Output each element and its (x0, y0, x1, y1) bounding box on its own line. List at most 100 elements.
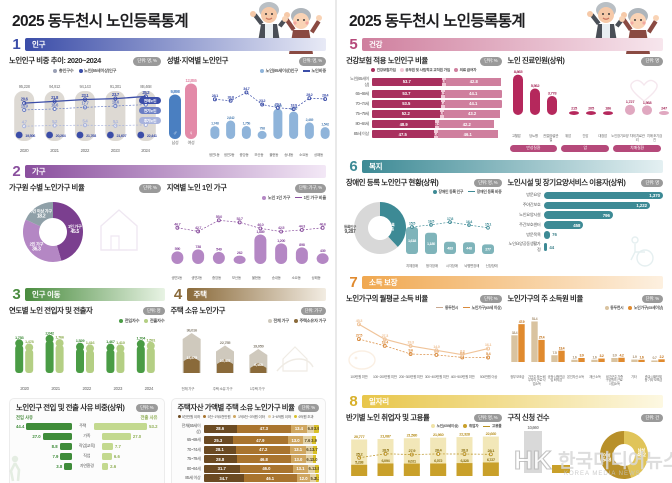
axis-tick: 200~300만원 미만 (398, 374, 423, 379)
svg-text:5.4: 5.4 (486, 351, 492, 356)
table-row: 70~74세 53.5 3.4 44.1 (346, 99, 502, 109)
section-5-health: 5 건강 건강보험 적용 노인인구 비율 단위: % 건강보험가입 공무원 및 … (346, 37, 669, 152)
page-title-left: 2025 동두천시 노인등록통계 (12, 13, 189, 30)
svg-text:9,898: 9,898 (170, 89, 180, 94)
svg-text:1,478: 1,478 (25, 339, 35, 344)
svg-text:186: 186 (605, 106, 612, 111)
section-1-label: 인구 (32, 40, 46, 50)
table-row: 65~69세 25.3 47.9 13.0 7.6 3.9 (187, 436, 317, 445)
table-row: 80~84세 31.7 46.0 13.1 6.1 3.5 (187, 464, 319, 473)
svg-text:19.4: 19.4 (382, 339, 390, 344)
axis-tick: 청각장애 (425, 263, 438, 268)
svg-text:95,228: 95,228 (19, 84, 31, 89)
page-left: 2025 동두천시 노인등록통계 1 (0, 0, 335, 483)
axis-tick: 2020 (19, 147, 29, 153)
legend-item: 5천만원 이하 (177, 415, 200, 420)
svg-text:20,264: 20,264 (56, 134, 67, 138)
svg-text:36.3: 36.3 (32, 246, 41, 252)
axis-c6a: 지체장애 청각장애 시각장애 뇌병변장애 신장장애 (346, 264, 502, 268)
chart-title-c2a: 가구원 수별 노인가구 비율 (9, 182, 85, 192)
svg-text:0.7: 0.7 (652, 356, 656, 360)
svg-text:2,042: 2,042 (45, 330, 55, 335)
svg-text:전체노인: 전체노인 (144, 98, 157, 103)
svg-text:28.4: 28.4 (322, 94, 329, 98)
unit-badge-c5a: 단위: % (480, 57, 502, 66)
svg-text:2,469: 2,469 (305, 118, 313, 122)
chart-title-c5b: 노인 진료인원(상위) (507, 56, 565, 66)
legend-employment-rate: 고용률 (483, 424, 502, 429)
panel-population-trend: 노인인구 비중 추이: 2020~2024 단위: 명, % 총인구수 노인(6… (9, 56, 161, 157)
svg-text:3인 이상 가구: 3인 이상 가구 (30, 207, 52, 214)
svg-text:전기노인: 전기노인 (144, 108, 157, 113)
chart-c8a: 20,777 5,238 21,087 6,094 21,580 6,021 21,960 6… (351, 431, 499, 477)
axis-tick: 보산동 (231, 275, 241, 280)
axis-tick: 불현동 (251, 275, 261, 280)
svg-text:13,575: 13,575 (186, 355, 198, 360)
axis-tick: 가구주 또는 배우자의 근로·사업소득 (527, 374, 546, 386)
svg-text:51.4: 51.4 (531, 317, 537, 321)
axis-tick: 2023 (110, 147, 120, 153)
table-row: 70~74세 28.1 47.2 13.1 6.1 3.7 (187, 445, 318, 454)
svg-text:1,180: 1,180 (427, 241, 435, 245)
axis-tick: 생연2동 (191, 275, 202, 280)
section-2-number: 2 (12, 162, 20, 180)
svg-text:205: 205 (588, 106, 595, 111)
section-8-number: 8 (349, 392, 357, 410)
svg-text:46.7: 46.7 (174, 222, 180, 226)
legend-total-pop: 총인구수 (53, 68, 74, 74)
axis-tick: 1주택 가구 (249, 386, 265, 391)
svg-text:1,410: 1,410 (116, 340, 126, 345)
svg-text:1,529: 1,529 (76, 338, 86, 343)
panel-monthly-income: 노인가구의 월평균 소득 비율 단위: % 동두천시 노인가구(65세 이상) … (346, 293, 502, 387)
svg-text:1,542: 1,542 (321, 123, 329, 127)
unit-badge-c3b: 단위: % (136, 403, 158, 413)
axis-tick: 치매 치료관리 (629, 133, 645, 142)
house-ghost-icon (100, 208, 138, 251)
legend-single-count: 노인 1인 가구 (262, 195, 290, 201)
svg-text:6,072: 6,072 (434, 460, 442, 464)
svg-text:18.2: 18.2 (37, 213, 46, 219)
watermark-logo: HK 한국미디어뉴스 KOREA MEDIA NEWS (513, 444, 672, 477)
axis-tick: 관절염/골관절 (543, 133, 559, 142)
hand-house-ghost-icon (275, 345, 314, 372)
section-8-label: 일자리 (369, 396, 389, 406)
axis-tick: 중앙동 (239, 152, 249, 157)
axis-tick: 생연2동 (223, 152, 235, 157)
unit-badge-c7a: 단위: % (480, 294, 502, 304)
axis-tick: 본인자산 소득 (567, 374, 584, 379)
svg-text:5.4: 5.4 (83, 118, 89, 123)
chart-title-c7a: 노인가구의 월평균 소득 비율 (346, 293, 428, 303)
axis-tick: 2023 (113, 385, 123, 391)
axis-tick: 보산동 (254, 152, 264, 157)
svg-text:91,301: 91,301 (110, 84, 122, 89)
svg-text:3,574: 3,574 (382, 227, 394, 233)
svg-text:♀: ♀ (189, 131, 193, 137)
group-badge: 암 (561, 144, 610, 152)
legend-city-source: 동두천시 (604, 305, 624, 311)
panel-population-by-gender-region: 성별·지역별 노인인구 단위: 명, % 노인(65세이상)인구 노인비중 9,… (167, 56, 330, 157)
unit-badge-c1a: 단위: 명, % (133, 57, 161, 66)
axis-c5b: 고혈압 당뇨병 관절염/골관절 위암 간암 대장암 노인장기요양 치매 치료관리 치매 조기검진 (508, 133, 664, 143)
svg-text:1,591: 1,591 (147, 337, 157, 342)
list-item: 노인요양공동생활가정 44 (508, 241, 555, 253)
axis-tick: 주택 소유 가구 (212, 386, 233, 391)
health-insurance-rows: 노인(65세이상) 53.7 3.5 42.8 65~69세 53.7 3.2 44.1 70~… (346, 76, 502, 139)
axis-tick: 시각장애 (445, 263, 458, 268)
axis-c1b: 생연1동 생연2동 중앙동 보산동 불현동 송내동 소요동 상패동 (167, 153, 326, 157)
svg-text:25.2: 25.2 (356, 452, 364, 457)
panel-health-insurance: 건강보험 적용 노인인구 비율 단위: % 건강보험가입 공무원 및 사립학교 … (346, 56, 502, 152)
legend-owner-households: 주택소유자 가구 (293, 318, 326, 324)
section-4-number: 4 (173, 285, 182, 303)
svg-text:18.6: 18.6 (112, 99, 120, 104)
panel-household-size: 가구원 수별 노인가구 비율 단위: % 1인 가구 45.5 2인 가구 36.3 3… (9, 182, 161, 280)
migration-reason-row: 3.8 자연환경 2.6 (56, 462, 117, 471)
group-badge: 만성질환 (509, 144, 558, 152)
svg-text:HK: HK (514, 445, 552, 475)
chart-c7a: 27.519.49.68.55.55.445.327.319.314.08.81… (348, 317, 493, 370)
axis-tick: 정부 보조금 (510, 374, 525, 379)
migration-reason-rows: 44.4 주택 53.2 27.0 가족 27.0 8.8 직업(교육) 7.7 7.9 직업 6.6… (16, 422, 158, 471)
svg-text:2인 가구: 2인 가구 (30, 240, 44, 247)
svg-text:44.3: 44.3 (298, 224, 304, 228)
legend-senior-pop: 노인(65세이상)인구 (78, 68, 116, 74)
